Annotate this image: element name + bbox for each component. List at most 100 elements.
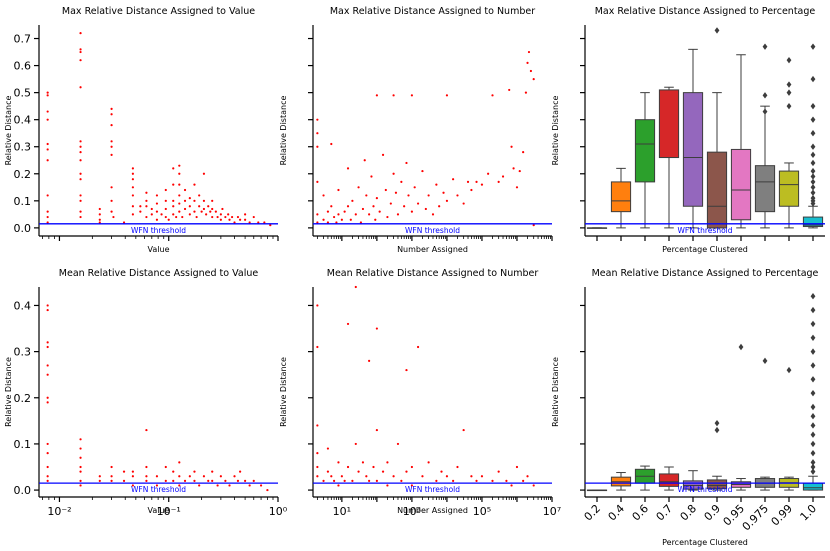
scatter-point xyxy=(164,199,167,202)
scatter-point xyxy=(79,32,82,35)
scatter-point xyxy=(462,428,465,432)
scatter-point xyxy=(110,479,113,482)
box-outlier xyxy=(810,403,816,411)
scatter-point xyxy=(131,178,134,181)
scatter-point xyxy=(46,94,49,97)
scatter-point xyxy=(98,218,101,221)
scatter-point xyxy=(491,479,494,482)
scatter-point xyxy=(381,470,385,473)
box-outlier xyxy=(762,357,768,365)
scatter-point xyxy=(410,210,413,213)
box-outlier xyxy=(810,468,816,475)
scatter-point xyxy=(340,218,343,221)
scatter-point xyxy=(155,484,159,487)
scatter-point xyxy=(172,205,175,208)
scatter-point xyxy=(330,475,333,478)
scatter-point xyxy=(188,205,191,208)
scatter-point xyxy=(145,199,148,202)
scatter-point xyxy=(252,479,255,482)
scatter-point xyxy=(79,48,82,51)
x-tick-label: 0.9 xyxy=(702,502,724,524)
scatter-point xyxy=(79,159,82,162)
scatter-point xyxy=(178,461,181,464)
box-outlier xyxy=(786,56,792,64)
scatter-point xyxy=(209,210,212,213)
scatter-point xyxy=(230,215,234,219)
scatter-point xyxy=(442,191,445,194)
y-tick-label: 0.4 xyxy=(14,114,32,127)
scatter-point xyxy=(435,479,438,482)
scatter-point xyxy=(202,475,206,478)
scatter-point xyxy=(357,470,360,473)
scatter-point xyxy=(219,213,222,216)
scatter-point xyxy=(183,188,187,192)
scatter-point xyxy=(259,484,263,487)
scatter-point xyxy=(335,221,338,224)
scatter-point xyxy=(98,207,101,211)
box-outlier xyxy=(714,27,720,34)
scatter-point xyxy=(98,221,101,224)
scatter-point xyxy=(470,188,473,192)
scatter-point xyxy=(326,221,330,224)
box-body xyxy=(754,165,776,213)
box-outlier xyxy=(810,449,816,457)
scatter-point xyxy=(381,153,385,156)
scatter-point xyxy=(316,145,319,148)
scatter-point xyxy=(164,207,167,211)
scatter-point xyxy=(164,479,167,482)
scatter-point xyxy=(438,205,441,208)
scatter-point xyxy=(427,461,430,464)
scatter-point xyxy=(394,191,398,194)
box-outlier xyxy=(714,419,720,427)
scatter-point xyxy=(131,167,134,170)
threshold-label: WFN threshold xyxy=(131,485,186,494)
y-tick-label: 0.5 xyxy=(14,87,32,100)
box-outlier xyxy=(810,376,816,383)
panel-max-percentage: Max Relative Distance Assigned to Percen… xyxy=(551,6,825,254)
scatter-point xyxy=(202,199,206,202)
scatter-point xyxy=(416,345,420,349)
scatter-point xyxy=(131,213,134,216)
box-outlier xyxy=(810,75,816,83)
scatter-point xyxy=(193,479,196,482)
scatter-point xyxy=(150,213,153,216)
scatter-point xyxy=(164,465,167,469)
threshold-label: WFN threshold xyxy=(405,226,460,235)
scatter-point xyxy=(343,210,346,213)
y-axis-label: Relative Distance xyxy=(279,357,288,427)
scatter-point xyxy=(46,215,49,219)
box-outlier xyxy=(810,334,816,341)
scatter-point xyxy=(396,213,400,216)
y-tick-label: 0.3 xyxy=(14,346,32,359)
scatter-point xyxy=(79,447,82,450)
scatter-point xyxy=(110,210,113,213)
scatter-point xyxy=(322,218,325,221)
scatter-point xyxy=(375,479,378,482)
panel-mean-value: Mean Relative Distance Assigned to Value… xyxy=(4,268,288,518)
scatter-point xyxy=(79,456,82,459)
box-outlier xyxy=(762,92,768,99)
panel-max-value: Max Relative Distance Assigned to Value 0… xyxy=(4,6,279,254)
scatter-point xyxy=(346,205,350,208)
scatter-point xyxy=(424,207,427,211)
box-outlier xyxy=(810,43,816,50)
scatter-point xyxy=(145,205,148,208)
scatter-point xyxy=(505,479,508,482)
scatter-point xyxy=(46,364,49,367)
scatter-point xyxy=(110,140,113,143)
scatter-point xyxy=(46,91,49,94)
scatter-point xyxy=(202,207,206,211)
scatter-point xyxy=(155,475,159,478)
scatter-point xyxy=(98,475,101,478)
y-tick-label: 0.1 xyxy=(14,195,32,208)
chart-title: Mean Relative Distance Assigned to Perce… xyxy=(592,268,819,279)
scatter-point xyxy=(207,205,210,208)
chart-title: Max Relative Distance Assigned to Number xyxy=(330,6,535,17)
scatter-point xyxy=(316,475,319,478)
scatter-point xyxy=(172,470,175,473)
scatter-point xyxy=(386,215,389,219)
scatter-point xyxy=(46,396,49,399)
scatter-point xyxy=(46,118,49,121)
box-outlier xyxy=(810,143,816,150)
scatter-point xyxy=(202,172,206,175)
